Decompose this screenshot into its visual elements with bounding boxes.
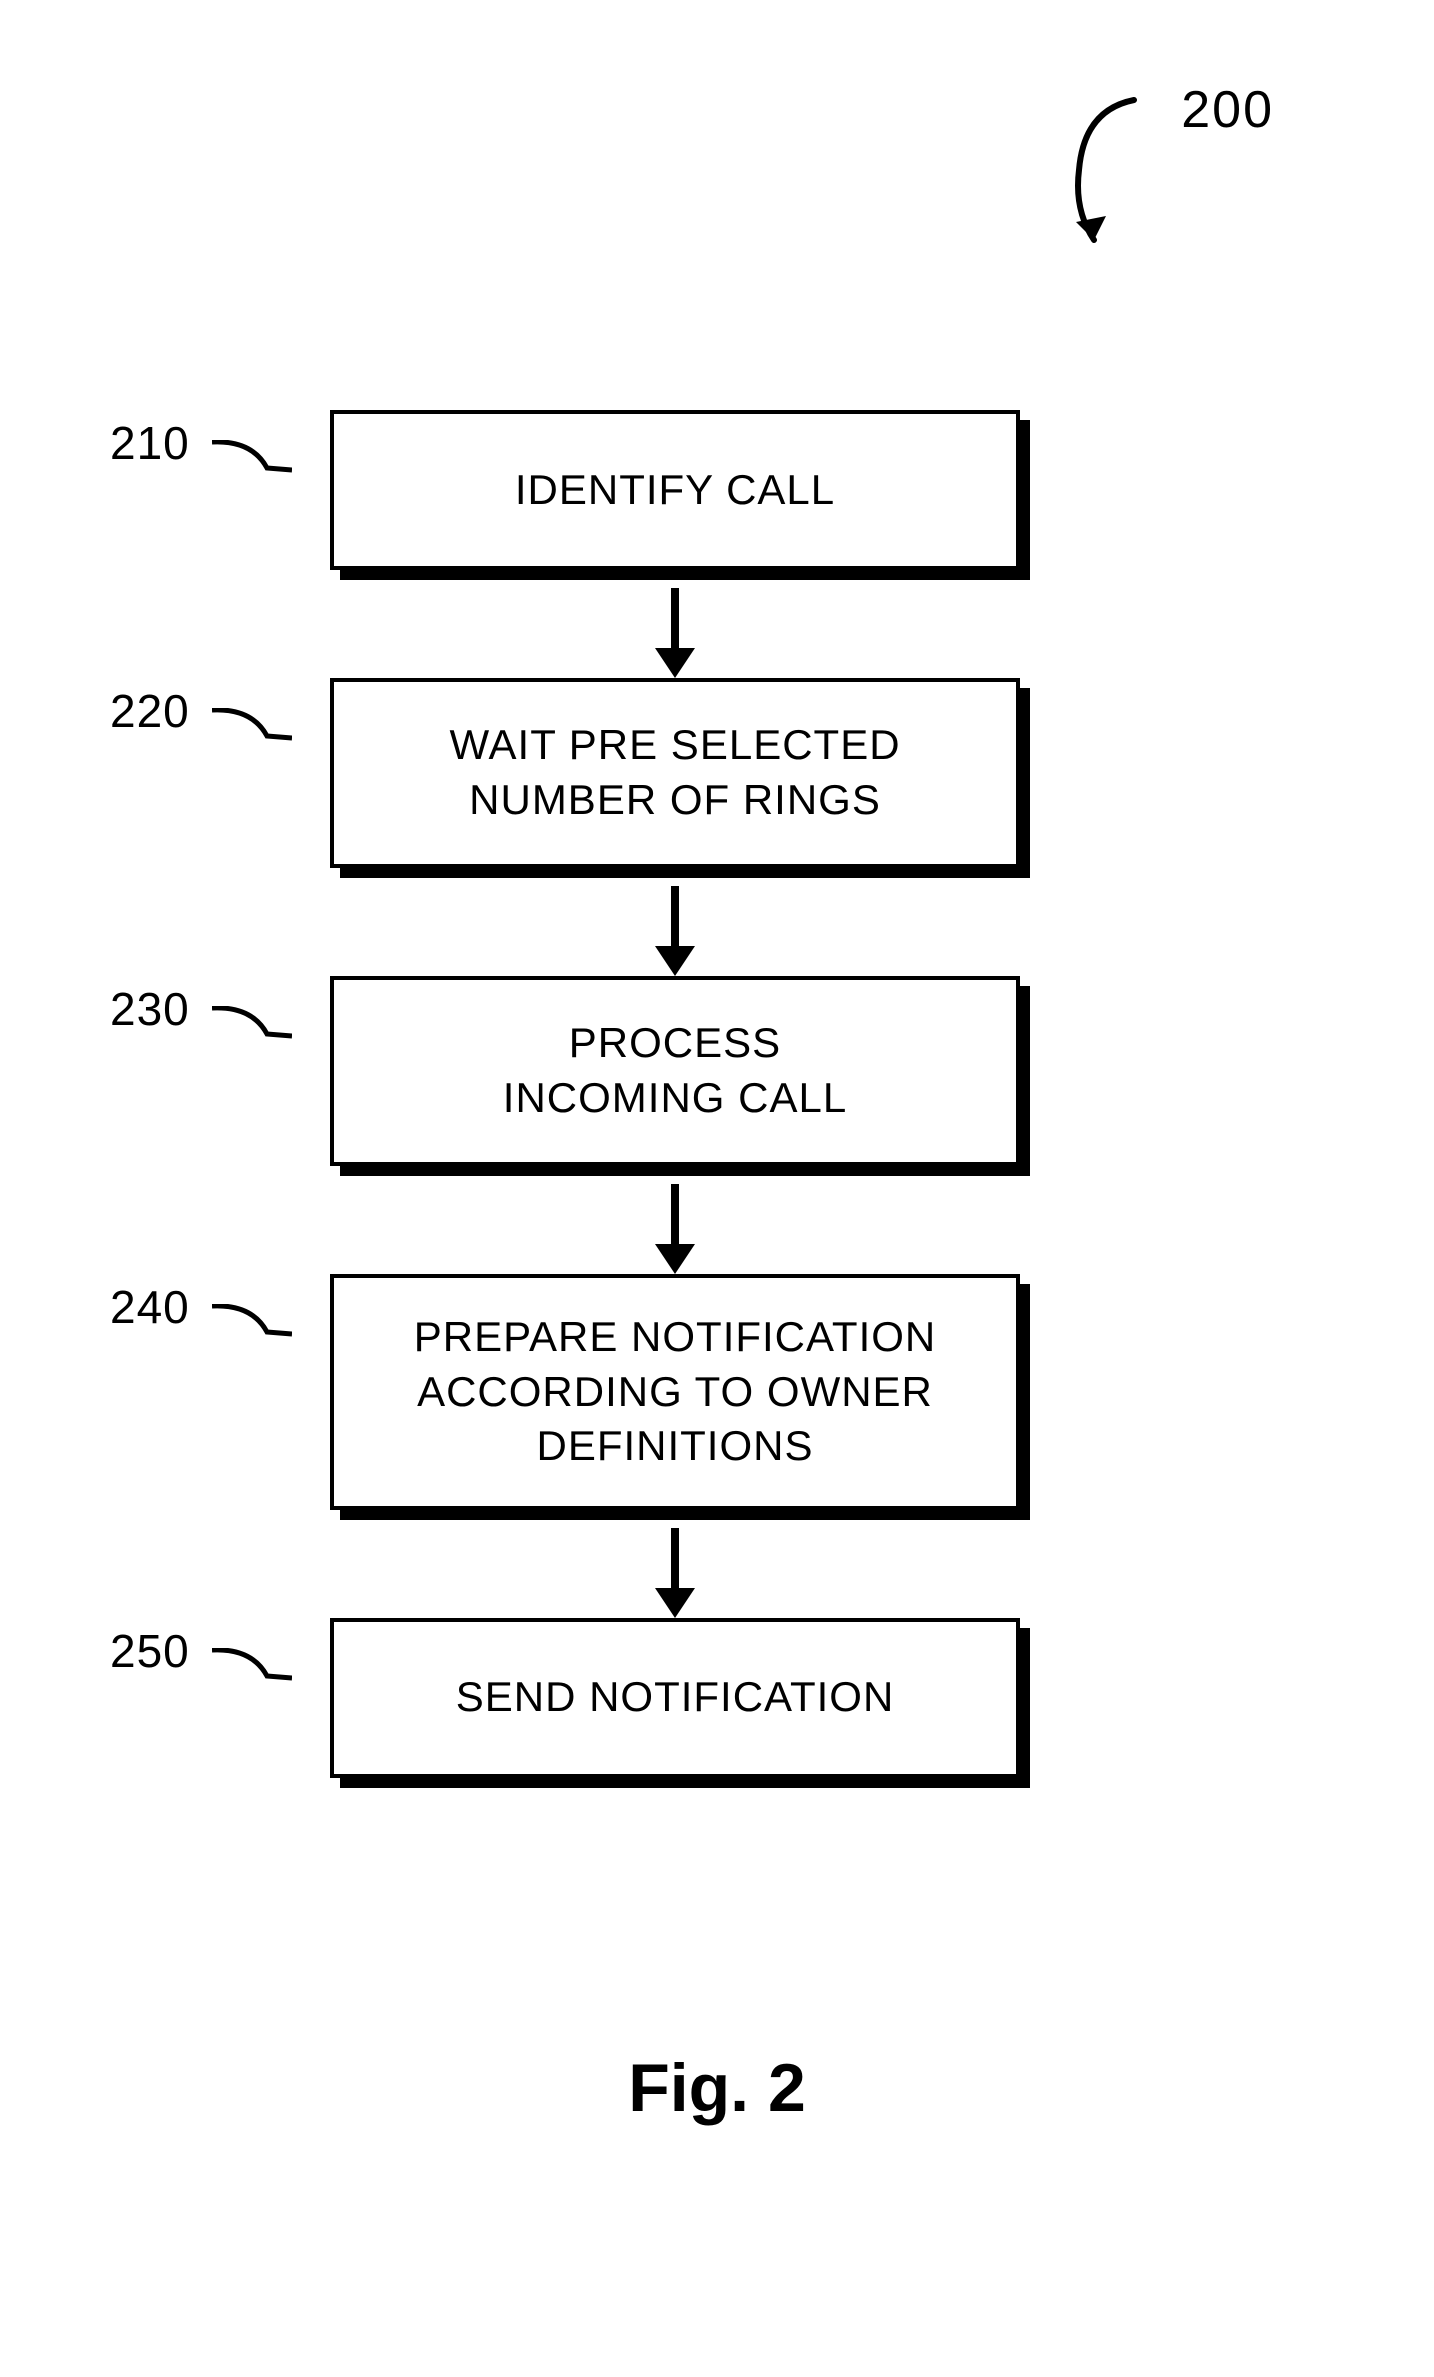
- step-number: 240: [110, 1280, 190, 1334]
- step-label: WAIT PRE SELECTEDNUMBER OF RINGS: [330, 678, 1020, 868]
- step-box: PREPARE NOTIFICATIONACCORDING TO OWNERDE…: [330, 1274, 1020, 1510]
- step-connector-icon: [212, 440, 292, 480]
- flowchart: 210IDENTIFY CALL 220WAIT PRE SELECTEDNUMB…: [300, 410, 1060, 1796]
- step-number: 230: [110, 982, 190, 1036]
- flow-step: 210IDENTIFY CALL: [300, 410, 1060, 570]
- flow-step: 250SEND NOTIFICATION: [300, 1618, 1060, 1778]
- step-label: PREPARE NOTIFICATIONACCORDING TO OWNERDE…: [330, 1274, 1020, 1510]
- arrow-down-icon: [330, 1528, 1020, 1618]
- step-connector-icon: [212, 1006, 292, 1046]
- figure-reference-number: 200: [1181, 80, 1274, 140]
- step-connector-icon: [212, 1304, 292, 1344]
- step-box: PROCESSINCOMING CALL: [330, 976, 1020, 1166]
- step-box: IDENTIFY CALL: [330, 410, 1020, 570]
- flow-step: 240PREPARE NOTIFICATIONACCORDING TO OWNE…: [300, 1274, 1060, 1510]
- reference-arrow-icon: [1024, 90, 1144, 270]
- step-label: SEND NOTIFICATION: [330, 1618, 1020, 1778]
- step-number: 220: [110, 684, 190, 738]
- step-label: PROCESSINCOMING CALL: [330, 976, 1020, 1166]
- flow-step: 220WAIT PRE SELECTEDNUMBER OF RINGS: [300, 678, 1060, 868]
- figure-page: 200 210IDENTIFY CALL220WAIT PRE SELECTED…: [0, 0, 1434, 2377]
- step-connector-icon: [212, 708, 292, 748]
- step-box: SEND NOTIFICATION: [330, 1618, 1020, 1778]
- step-box: WAIT PRE SELECTEDNUMBER OF RINGS: [330, 678, 1020, 868]
- arrow-down-icon: [330, 886, 1020, 976]
- arrow-down-icon: [330, 1184, 1020, 1274]
- arrow-down-icon: [330, 588, 1020, 678]
- step-number: 250: [110, 1624, 190, 1678]
- step-number: 210: [110, 416, 190, 470]
- flow-step: 230PROCESSINCOMING CALL: [300, 976, 1060, 1166]
- step-connector-icon: [212, 1648, 292, 1688]
- figure-caption: Fig. 2: [0, 2049, 1434, 2127]
- step-label: IDENTIFY CALL: [330, 410, 1020, 570]
